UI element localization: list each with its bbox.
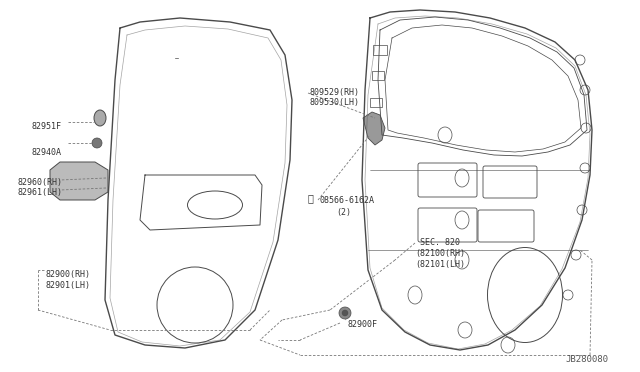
Polygon shape	[363, 112, 385, 145]
Text: (82100(RH): (82100(RH)	[415, 249, 465, 258]
Polygon shape	[50, 162, 108, 200]
Bar	[370, 97, 382, 106]
Circle shape	[339, 307, 351, 319]
Text: 82940A: 82940A	[32, 148, 62, 157]
Text: (2): (2)	[336, 208, 351, 217]
Text: 82900F: 82900F	[348, 320, 378, 329]
Circle shape	[342, 310, 348, 316]
Text: 82951F: 82951F	[32, 122, 62, 131]
Circle shape	[92, 138, 102, 148]
Text: 809529(RH): 809529(RH)	[310, 88, 360, 97]
Text: JB280080: JB280080	[565, 355, 608, 364]
Text: 82961(LH): 82961(LH)	[18, 188, 63, 197]
Text: (82101(LH): (82101(LH)	[415, 260, 465, 269]
Text: 809530(LH): 809530(LH)	[310, 98, 360, 107]
Bar	[372, 71, 384, 80]
Ellipse shape	[94, 110, 106, 126]
Text: 82960(RH): 82960(RH)	[18, 178, 63, 187]
Bar	[373, 45, 387, 55]
Text: 82901(LH): 82901(LH)	[45, 281, 90, 290]
Text: Ⓢ: Ⓢ	[308, 193, 314, 203]
Text: 82900(RH): 82900(RH)	[45, 270, 90, 279]
Text: SEC. 820: SEC. 820	[420, 238, 460, 247]
Text: 08566-6162A: 08566-6162A	[320, 196, 375, 205]
